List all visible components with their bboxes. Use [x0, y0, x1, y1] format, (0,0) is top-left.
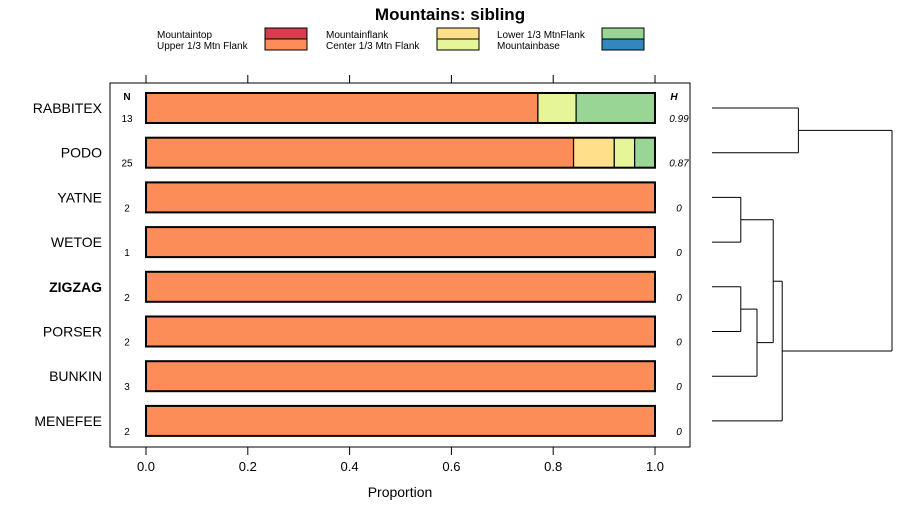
- category-label: YATNE: [57, 189, 102, 205]
- dendrogram: [712, 107, 893, 422]
- h-value: 0: [676, 427, 682, 438]
- bar-row: RABBITEX 13 0.99: [33, 92, 689, 125]
- legend-swatch: [436, 38, 480, 51]
- legend-label: Mountainflank: [326, 30, 389, 41]
- n-value: 2: [124, 203, 130, 214]
- bar-row: BUNKIN 3 0: [49, 360, 682, 393]
- legend-label: Upper 1/3 Mtn Flank: [157, 41, 249, 52]
- n-column-header: N: [123, 92, 130, 103]
- legend-swatch: [601, 38, 645, 51]
- bar-segment: [537, 92, 577, 124]
- h-value: 0: [676, 382, 682, 393]
- bar-row: ZIGZAG 2 0: [49, 270, 682, 304]
- legend-swatch: [436, 27, 480, 40]
- x-axis: 0.0 0.2 0.4 0.6 0.8 1.0: [137, 447, 664, 474]
- bar-outline: [145, 92, 656, 124]
- plot-frame: [109, 82, 691, 448]
- bar-segment: [145, 271, 656, 303]
- x-tick-label: 0.8: [544, 459, 562, 474]
- legend-label: Center 1/3 Mtn Flank: [326, 41, 420, 52]
- n-value: 1: [124, 248, 130, 259]
- x-tick-label: 0.6: [442, 459, 460, 474]
- x-tick-label: 0.4: [341, 459, 359, 474]
- legend-label: Lower 1/3 MtnFlank: [497, 30, 586, 41]
- legend-label: Mountaintop: [157, 30, 212, 41]
- bar-outline: [145, 360, 656, 393]
- n-value: 2: [124, 338, 130, 349]
- x-tick-label: 0.0: [137, 459, 155, 474]
- bar-segment: [145, 405, 656, 437]
- legend-label: Mountainbase: [497, 41, 560, 52]
- bar-segment: [145, 360, 656, 392]
- x-tick-label: 1.0: [646, 459, 664, 474]
- bar-segment: [145, 226, 656, 258]
- category-label: PORSER: [43, 324, 102, 340]
- h-column-header: H: [670, 92, 678, 103]
- x-tick-label: 0.2: [239, 459, 257, 474]
- chart-title: Mountains: sibling: [375, 5, 525, 24]
- bar-outline: [145, 136, 656, 169]
- bar-row: PODO 25 0.87: [61, 136, 689, 170]
- legend-swatch: [264, 27, 308, 40]
- category-label: ZIGZAG: [49, 279, 102, 295]
- h-value: 0: [676, 338, 682, 349]
- category-label: PODO: [61, 145, 102, 161]
- bar-segment: [145, 92, 539, 124]
- h-value: 0: [676, 248, 682, 259]
- h-value: 0.99: [669, 114, 689, 125]
- bar-outline: [145, 315, 656, 348]
- bar-segment: [575, 92, 656, 124]
- n-value: 2: [124, 427, 130, 438]
- bar-segment: [613, 137, 636, 169]
- legend-swatch: [264, 38, 308, 51]
- n-value: 25: [121, 159, 133, 170]
- bar-segment: [145, 315, 656, 348]
- bar-outline: [145, 226, 656, 259]
- bar-segment: [145, 181, 656, 213]
- bar-outline: [145, 404, 656, 437]
- legend-swatch: [601, 27, 645, 40]
- category-label: WETOE: [51, 234, 102, 250]
- bar-outline: [145, 270, 656, 303]
- bar-row: WETOE 1 0: [51, 226, 682, 259]
- bar-segment: [572, 137, 615, 169]
- bar-row: PORSER 2 0: [43, 315, 682, 349]
- category-label: RABBITEX: [33, 100, 103, 116]
- bar-outline: [145, 181, 656, 214]
- x-axis-label: Proportion: [368, 484, 433, 500]
- h-value: 0.87: [669, 159, 689, 170]
- h-value: 0: [676, 203, 682, 214]
- n-value: 13: [121, 114, 133, 125]
- top-axis: [145, 75, 656, 83]
- n-value: 3: [124, 382, 130, 393]
- category-label: BUNKIN: [49, 368, 102, 384]
- bar-segment: [145, 137, 575, 169]
- bar-row: YATNE 2 0: [57, 181, 682, 214]
- n-value: 2: [124, 293, 130, 304]
- bar-segment: [634, 137, 656, 169]
- h-value: 0: [676, 293, 682, 304]
- bar-row: MENEFEE 2 0: [34, 404, 682, 438]
- category-label: MENEFEE: [34, 413, 102, 429]
